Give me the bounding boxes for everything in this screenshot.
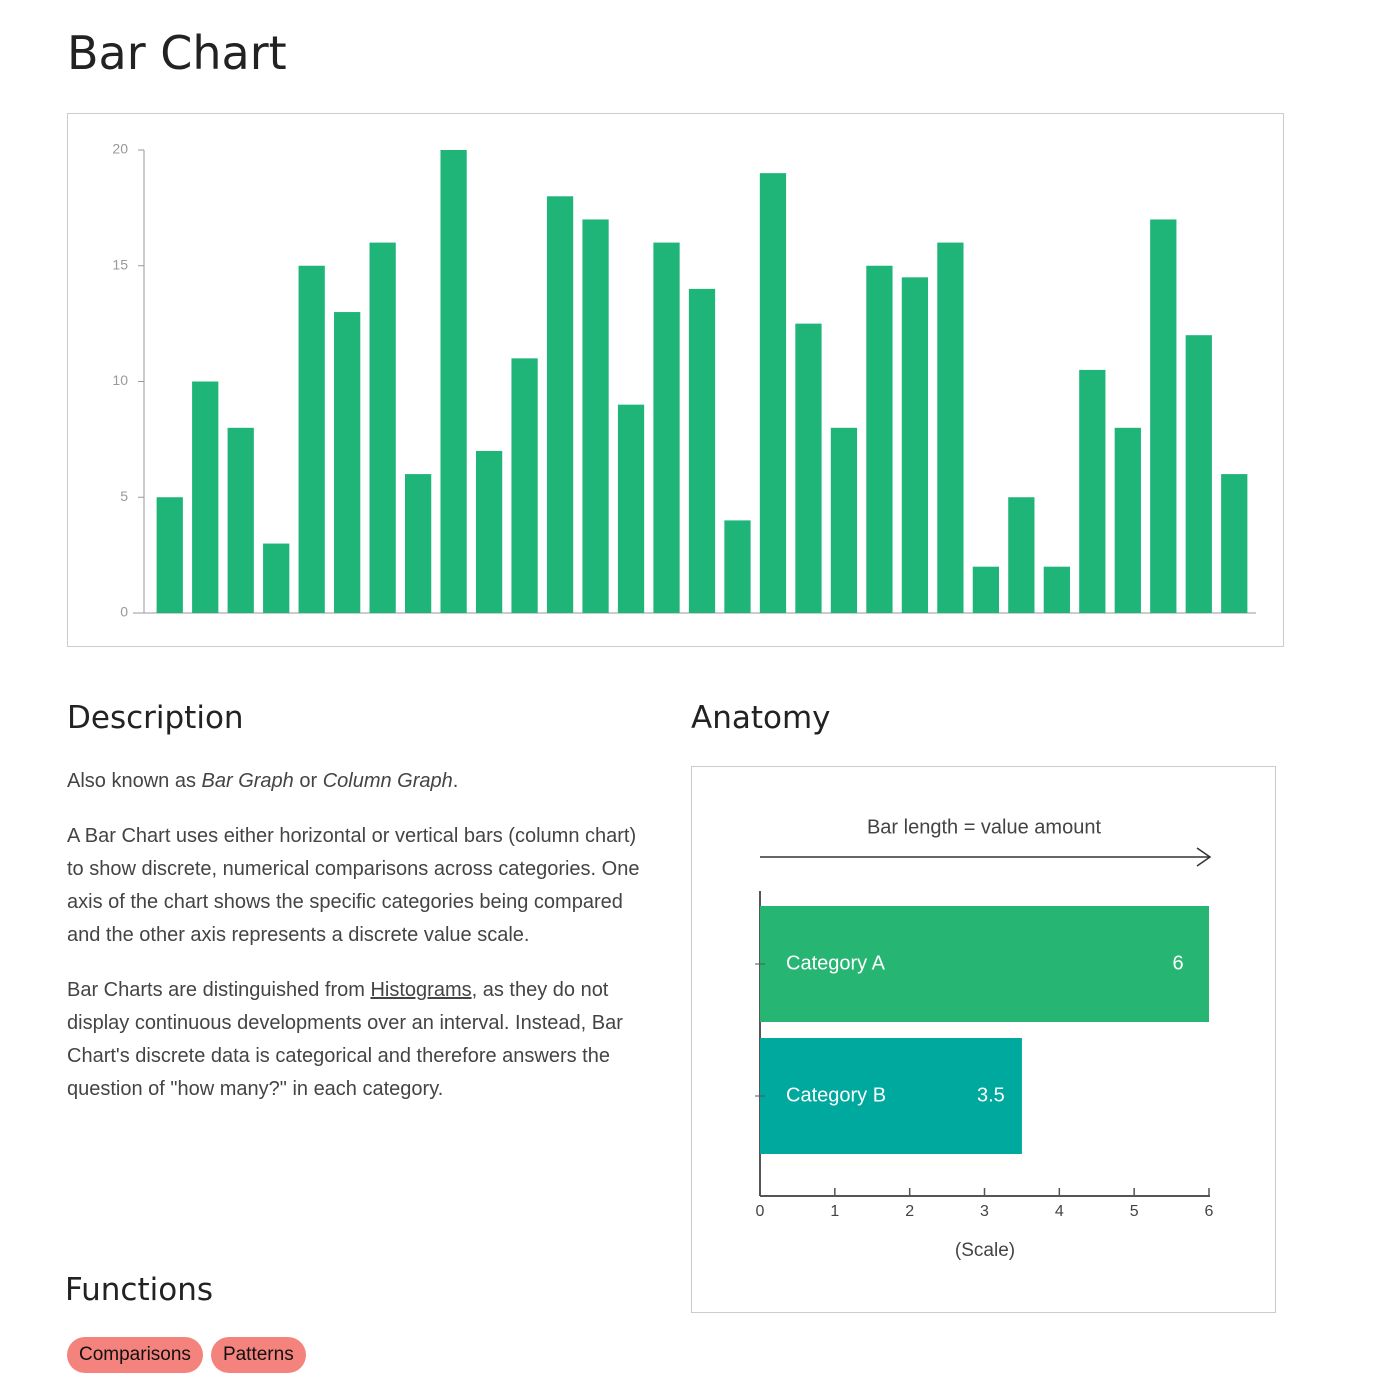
text: . [452, 770, 459, 792]
bar [369, 242, 396, 613]
bar [1221, 474, 1248, 613]
bar [760, 1038, 1022, 1154]
x-tick-label: 4 [1055, 1203, 1064, 1220]
bar [1185, 335, 1212, 613]
bar [1043, 566, 1070, 613]
bar [1079, 369, 1106, 613]
description: Also known as Bar Graph or Column Graph.… [67, 765, 657, 1128]
tag[interactable]: Patterns [210, 1337, 306, 1373]
x-tick-label: 1 [830, 1203, 839, 1220]
bar [298, 265, 325, 613]
bar [795, 323, 822, 613]
bar [901, 277, 929, 613]
bar [334, 312, 361, 613]
link[interactable]: Histograms [370, 979, 472, 1001]
bar [582, 219, 609, 613]
bar [475, 450, 503, 613]
x-tick-label: 3 [980, 1203, 989, 1220]
bar [830, 427, 858, 613]
section-heading: Description [67, 700, 244, 736]
bar [405, 474, 432, 613]
page-title: Bar Chart [67, 26, 287, 80]
category-label: Category A [786, 952, 886, 974]
x-axis-label: (Scale) [955, 1240, 1015, 1261]
paragraph: Bar Charts are distinguished from Histog… [67, 974, 657, 1106]
x-tick-label: 2 [905, 1203, 914, 1220]
y-tick-label: 5 [120, 488, 128, 504]
bar [156, 497, 183, 613]
y-tick-label: 0 [120, 604, 128, 620]
bar [760, 906, 1209, 1022]
bar [688, 288, 716, 613]
annotation: Bar length = value amount [867, 816, 1101, 838]
bar [1008, 497, 1035, 613]
value-label: 6 [1172, 952, 1183, 974]
text: Bar Graph [201, 770, 294, 792]
bar-chart: 0 5 10 15 20 [67, 113, 1284, 647]
x-tick-label: 5 [1130, 1203, 1139, 1220]
bar [937, 242, 964, 613]
anatomy-chart: Bar length = value amount 0 1 2 3 4 5 6 (Scale) C… [691, 766, 1276, 1313]
x-tick-label: 6 [1205, 1203, 1214, 1220]
text: or [293, 770, 323, 792]
text: Also known as [67, 770, 202, 792]
bar [1150, 219, 1177, 613]
bar [759, 173, 787, 613]
bar [653, 242, 680, 613]
bar [724, 520, 751, 613]
tags: Comparisons Patterns [67, 1337, 314, 1373]
y-tick-label: 10 [112, 372, 128, 388]
text: Bar Charts are distinguished from [67, 979, 371, 1001]
section-heading: Functions [65, 1272, 214, 1308]
y-tick-label: 20 [112, 141, 128, 157]
bar [511, 358, 538, 613]
bar [866, 265, 893, 613]
bar [1114, 427, 1141, 613]
paragraph: Also known as Bar Graph or Column Graph. [67, 765, 657, 798]
bar [617, 404, 645, 613]
bar [546, 196, 574, 614]
x-tick-label: 0 [756, 1203, 765, 1220]
text: , as they do not display continuous deve… [67, 979, 623, 1100]
bar [227, 427, 254, 613]
bar [972, 566, 999, 613]
section-heading: Anatomy [691, 700, 831, 736]
paragraph: A Bar Chart uses either horizontal or ve… [67, 825, 640, 946]
bar [440, 150, 467, 613]
tag[interactable]: Comparisons [67, 1337, 203, 1373]
text: Column Graph [322, 770, 453, 792]
arrow-head [1196, 847, 1212, 867]
category-label: Category B [786, 1084, 886, 1106]
bar [263, 543, 290, 613]
y-tick-label: 15 [112, 256, 128, 272]
value-label: 3.5 [977, 1084, 1005, 1106]
bar [192, 381, 219, 613]
